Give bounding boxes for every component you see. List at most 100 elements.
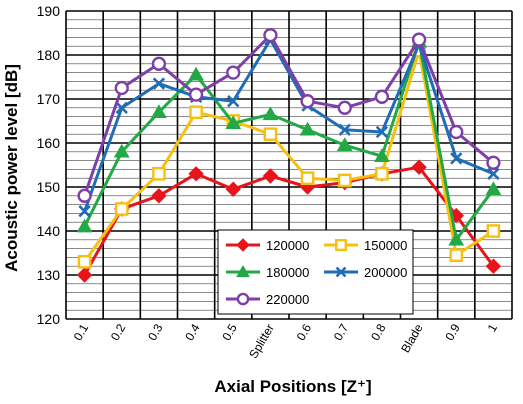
x-marker-stroke — [115, 101, 128, 114]
y-tick-label: 190 — [37, 3, 61, 19]
triangle-marker — [113, 143, 130, 158]
square-marker — [335, 238, 348, 251]
y-tick-label: 180 — [37, 47, 61, 63]
x-tick-label: 0.6 — [294, 321, 315, 343]
x-marker — [375, 125, 389, 139]
y-axis-title: Acoustic power level [dB] — [2, 64, 21, 272]
circle-marker — [449, 124, 464, 140]
square-marker — [449, 248, 464, 263]
y-tick-label: 150 — [37, 179, 61, 195]
x-tick-label: 0.3 — [145, 321, 166, 343]
series-line — [83, 40, 495, 242]
square-marker — [77, 255, 92, 269]
diamond-marker — [236, 238, 250, 252]
square-marker — [337, 173, 352, 188]
circle-marker — [486, 155, 501, 170]
legend: 120000 150000 180000 200000 220000 — [217, 229, 414, 315]
x-marker — [338, 123, 351, 136]
legend-item: 150000 — [324, 238, 407, 253]
circle-marker — [114, 80, 129, 96]
y-tick-label: 170 — [37, 91, 61, 107]
x-marker-stroke — [152, 77, 166, 90]
square-marker — [263, 127, 278, 142]
series-line — [83, 38, 494, 212]
x-tick-label: 0.1 — [71, 321, 92, 343]
y-tick-label: 120 — [37, 311, 61, 327]
circle-marker — [236, 292, 250, 306]
triangle-marker — [236, 264, 250, 277]
legend-label: 150000 — [364, 238, 407, 253]
triangle-marker — [262, 106, 279, 121]
series-line — [83, 165, 495, 276]
legend-item: 220000 — [226, 292, 309, 307]
x-marker-stroke — [375, 125, 389, 139]
triangle-marker — [485, 181, 502, 195]
x-tick-label: 0.7 — [331, 321, 352, 343]
legend-item: 120000 — [226, 238, 309, 253]
square-marker — [114, 202, 129, 216]
series-lines — [76, 28, 502, 283]
triangle-marker — [76, 218, 93, 233]
circle-marker — [263, 28, 278, 43]
triangle-marker — [374, 148, 390, 162]
x-marker — [335, 266, 347, 278]
legend-label: 220000 — [266, 292, 309, 307]
legend-label: 200000 — [364, 265, 407, 280]
circle-marker — [300, 94, 315, 109]
x-marker-stroke — [450, 152, 463, 165]
triangle-marker — [336, 137, 353, 151]
triangle-marker — [448, 231, 465, 246]
series-line — [83, 33, 495, 197]
diamond-marker — [151, 188, 167, 204]
circle-marker — [374, 89, 390, 104]
x-tick-label: Splitter — [246, 322, 277, 361]
x-marker-stroke — [487, 167, 500, 180]
legend-item: 200000 — [324, 265, 407, 280]
x-tick-label: 0.4 — [182, 321, 203, 343]
legend-label: 180000 — [266, 265, 309, 280]
circle-marker — [77, 188, 92, 203]
circle-marker — [151, 56, 167, 71]
square-marker — [375, 166, 389, 181]
triangle-marker — [151, 104, 167, 118]
x-marker-stroke — [338, 123, 351, 136]
circle-marker — [337, 100, 352, 115]
triangle-marker — [225, 115, 242, 129]
x-marker — [487, 167, 500, 180]
y-tick-labels: 120 130 140 150 160 170 180 190 — [37, 3, 61, 327]
x-marker — [152, 77, 166, 90]
triangle-marker — [188, 66, 204, 81]
circle-marker — [411, 32, 427, 47]
diamond-marker — [225, 181, 241, 197]
series-180000 — [76, 33, 502, 246]
x-tick-label: 0.2 — [108, 321, 129, 343]
x-marker-stroke — [78, 205, 91, 218]
x-tick-labels: 0.1 0.2 0.3 0.4 0.5 Splitter 0.6 0.7 0.8 Blade 0.9… — [71, 321, 500, 361]
legend-label: 120000 — [266, 238, 309, 253]
diamond-marker — [188, 166, 204, 182]
x-tick-label: 0.8 — [368, 321, 389, 343]
x-tick-label: 0.9 — [442, 321, 463, 343]
y-tick-label: 140 — [37, 223, 61, 239]
series-220000 — [77, 28, 501, 203]
series-150000 — [77, 43, 501, 269]
square-marker — [300, 171, 315, 186]
x-marker — [227, 95, 240, 108]
diamond-marker — [262, 168, 279, 184]
legend-item: 180000 — [226, 264, 309, 280]
x-axis-title: Axial Positions [Z⁺] — [214, 377, 371, 396]
x-marker — [115, 101, 128, 114]
square-marker — [189, 105, 203, 119]
x-tick-label: 1 — [485, 321, 501, 334]
x-marker-stroke — [227, 95, 240, 108]
x-tick-label: Blade — [398, 321, 426, 355]
x-marker — [78, 205, 91, 218]
circle-marker — [226, 65, 241, 80]
triangle-marker — [299, 121, 316, 136]
y-tick-label: 160 — [37, 135, 61, 151]
square-marker — [486, 224, 501, 238]
diamond-marker — [76, 267, 93, 283]
circle-marker — [188, 87, 204, 102]
diamond-marker — [411, 159, 427, 175]
